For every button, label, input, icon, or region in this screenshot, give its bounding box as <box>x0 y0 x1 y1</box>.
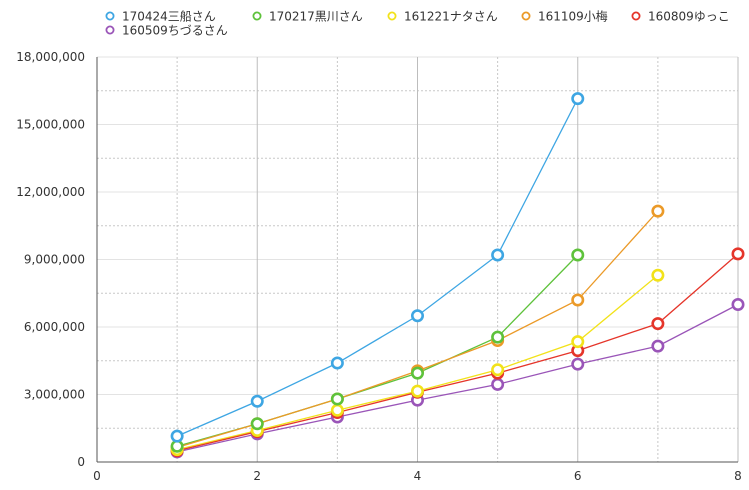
x-tick-label: 6 <box>574 469 582 483</box>
data-point <box>651 339 665 353</box>
x-tick-label: 4 <box>414 469 422 483</box>
y-tick-label: 12,000,000 <box>16 185 85 199</box>
data-point <box>491 363 505 377</box>
data-point <box>330 392 344 406</box>
legend-label: 161109小梅 <box>538 9 608 24</box>
series-points <box>170 92 745 459</box>
legend: 170424三船さん 170217黒川さん 161221ナタさん 161109小梅 16… <box>105 9 730 38</box>
legend-label: 170217黒川さん <box>269 10 363 24</box>
legend-label: 160509ちづるさん <box>122 24 228 38</box>
x-tick-label: 8 <box>734 469 742 483</box>
data-point <box>651 204 665 218</box>
legend-label: 161221ナタさん <box>404 10 498 24</box>
data-point <box>571 293 585 307</box>
legend-marker <box>521 11 531 21</box>
y-tick-label: 0 <box>77 455 85 469</box>
data-point <box>491 377 505 391</box>
data-point <box>491 248 505 262</box>
x-tick-label: 0 <box>93 469 101 483</box>
legend-marker <box>631 11 641 21</box>
series-line <box>176 303 739 453</box>
series-line <box>176 254 579 447</box>
data-point <box>571 92 585 106</box>
series-line <box>176 98 579 437</box>
legend-label: 170424三船さん <box>122 10 216 24</box>
legend-label: 160809ゆっこ <box>648 10 730 24</box>
data-point <box>491 330 505 344</box>
data-point <box>571 357 585 371</box>
data-point <box>250 394 264 408</box>
data-point <box>330 356 344 370</box>
y-tick-label: 3,000,000 <box>24 388 85 402</box>
legend-marker <box>105 11 115 21</box>
y-tick-label: 18,000,000 <box>16 50 85 64</box>
y-tick-label: 9,000,000 <box>24 253 85 267</box>
data-point <box>170 429 184 443</box>
data-point <box>731 297 745 311</box>
data-point <box>330 403 344 417</box>
legend-marker <box>387 11 397 21</box>
data-point <box>651 268 665 282</box>
data-point <box>571 248 585 262</box>
data-point <box>410 309 424 323</box>
x-tick-label: 2 <box>253 469 261 483</box>
data-point <box>731 247 745 261</box>
data-point <box>250 417 264 431</box>
legend-marker <box>105 25 115 35</box>
y-tick-label: 6,000,000 <box>24 320 85 334</box>
data-point <box>410 384 424 398</box>
y-tick-label: 15,000,000 <box>16 118 85 132</box>
data-point <box>651 317 665 331</box>
data-point <box>410 366 424 380</box>
series-line <box>176 253 739 452</box>
legend-marker <box>252 11 262 21</box>
data-point <box>571 335 585 349</box>
